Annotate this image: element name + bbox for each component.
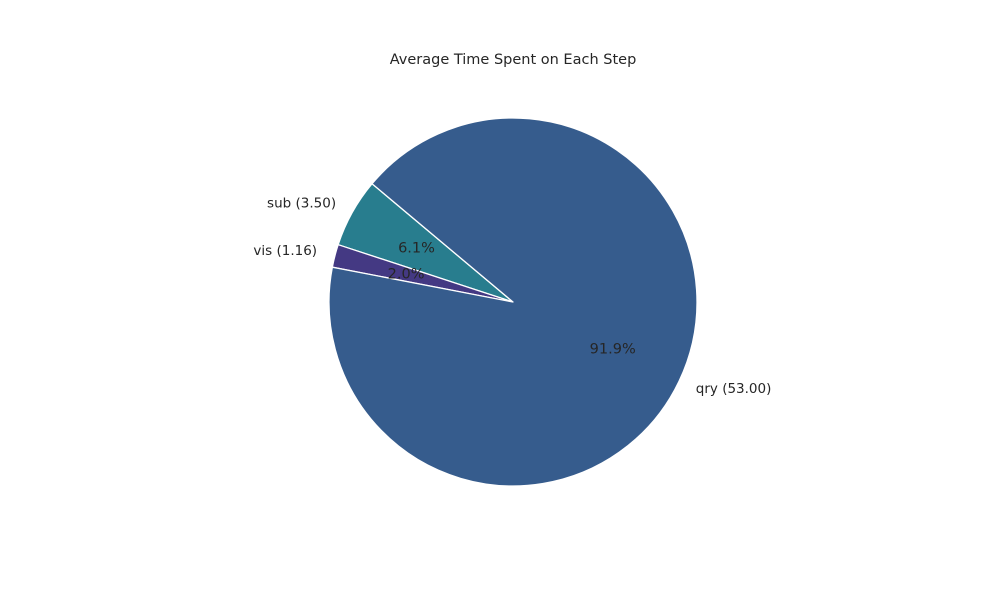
pie-labels: sub (3.50) 6.1% vis (1.16) 2.0% qry (53.00) 9… [253,196,771,397]
pie-slices [328,117,698,487]
slice-label-qry: qry (53.00) [696,381,772,397]
slice-percent-qry: 91.9% [590,341,636,357]
pie-slice-qry [328,117,698,487]
slice-percent-sub: 6.1% [398,240,435,256]
slice-label-vis: vis (1.16) [253,243,317,259]
chart-title: Average Time Spent on Each Step [390,52,637,68]
slice-label-sub: sub (3.50) [267,196,336,212]
slice-percent-vis: 2.0% [388,266,425,282]
